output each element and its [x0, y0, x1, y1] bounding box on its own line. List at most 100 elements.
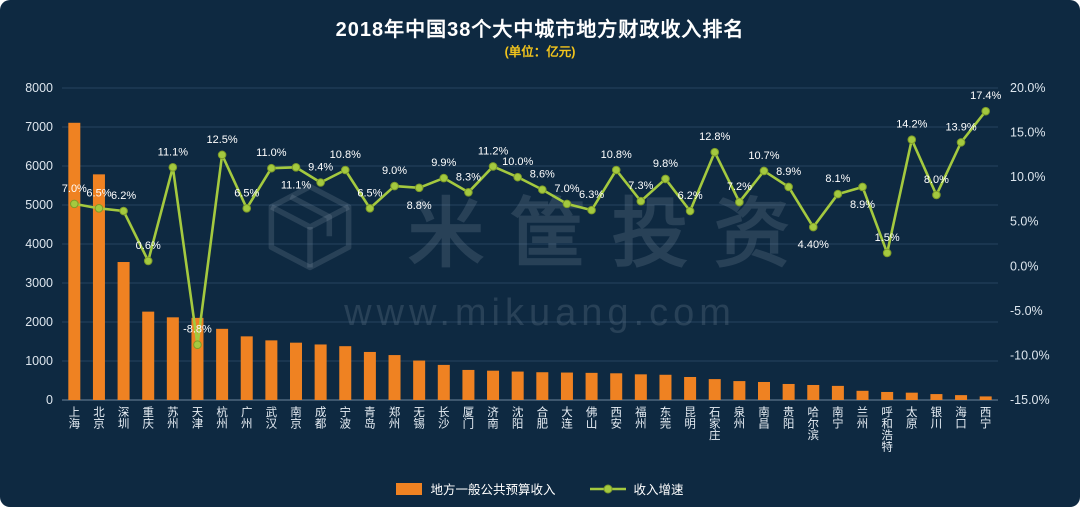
- point-label: 7.2%: [727, 181, 752, 193]
- city-label: 宁波: [340, 405, 352, 431]
- city-label: 东莞: [660, 406, 672, 431]
- point-label: 6.5%: [86, 187, 111, 199]
- point-label: 8.8%: [407, 200, 432, 212]
- bar: [659, 374, 672, 400]
- bar: [240, 336, 253, 400]
- bar: [462, 369, 475, 400]
- bar: [363, 351, 376, 400]
- point-label: 12.5%: [207, 134, 238, 146]
- city-label: 兰州: [857, 406, 869, 431]
- bar: [339, 346, 352, 400]
- line-point: [562, 199, 572, 209]
- city-label: 上海: [69, 406, 81, 431]
- line-point: [513, 172, 522, 182]
- point-label: 7.0%: [554, 183, 579, 195]
- left-axis-tick-label: 1000: [25, 354, 53, 368]
- point-label: 4.40%: [798, 239, 829, 251]
- bar: [807, 384, 820, 400]
- point-label: 6.2%: [678, 190, 703, 202]
- bar: [314, 344, 327, 400]
- line-point: [70, 199, 79, 209]
- legend-label-growth: 收入增速: [633, 483, 684, 497]
- bar: [191, 317, 204, 400]
- line-legend-swatch: [589, 484, 626, 493]
- point-label: 17.4%: [970, 90, 1001, 102]
- city-label: 长沙: [438, 406, 450, 431]
- city-label: 郑州: [389, 405, 401, 431]
- city-label: 杭州: [216, 405, 228, 431]
- bar: [487, 370, 500, 400]
- point-label: 6.2%: [111, 190, 136, 202]
- point-label: 13.9%: [945, 121, 976, 133]
- bar: [216, 328, 229, 400]
- point-label: 11.0%: [256, 147, 287, 159]
- bar: [782, 383, 795, 400]
- line-point: [784, 182, 793, 192]
- point-label: 9.4%: [308, 161, 333, 173]
- city-label: 沈阳: [512, 405, 524, 431]
- line-point: [882, 248, 892, 258]
- bar: [955, 395, 968, 400]
- city-label: 太原: [906, 406, 918, 431]
- line-point: [538, 185, 547, 194]
- line-point: [858, 182, 867, 192]
- chart-title: 2018年中国38个大中城市地方财政收入排名: [335, 19, 745, 41]
- chart-legend: 地方一般公共预算收入 收入增速: [0, 479, 1080, 498]
- bar: [166, 317, 179, 400]
- legend-label-revenue: 地方一般公共预算收入: [430, 483, 556, 497]
- bar: [142, 311, 155, 400]
- line-point: [168, 163, 178, 172]
- line-point: [981, 106, 990, 116]
- bar: [708, 379, 721, 400]
- line-point: [956, 138, 966, 147]
- point-label: 10.8%: [601, 149, 632, 161]
- bar: [388, 355, 401, 400]
- city-label: 南宁: [832, 405, 844, 431]
- city-label: 贵阳: [783, 406, 795, 431]
- left-axis-tick-label: 4000: [25, 237, 53, 251]
- bar: [905, 392, 918, 400]
- point-label: 10.0%: [502, 156, 533, 168]
- point-label: 12.8%: [699, 131, 730, 143]
- line-point: [267, 163, 276, 173]
- city-label: 天津: [192, 407, 204, 431]
- city-label: 大连: [561, 405, 573, 431]
- point-label: 11.1%: [158, 146, 189, 158]
- line-point: [242, 204, 252, 213]
- bar: [979, 396, 992, 400]
- bar: [536, 372, 549, 400]
- point-label: 9.8%: [653, 158, 678, 170]
- bar: [585, 372, 598, 400]
- bar: [610, 373, 623, 400]
- city-label: 合肥: [537, 405, 549, 431]
- legend-item-revenue: 地方一般公共预算收入: [396, 479, 556, 498]
- city-label: 西安: [610, 407, 622, 431]
- legend-item-growth: 收入增速: [589, 479, 684, 498]
- point-label: 8.9%: [776, 166, 801, 178]
- line-point: [414, 183, 424, 193]
- right-axis-tick-label: -10.0%: [1010, 348, 1050, 362]
- point-label: 10.7%: [748, 150, 779, 162]
- line-point: [808, 222, 818, 232]
- city-label: 银川: [931, 405, 943, 431]
- bar: [265, 340, 278, 400]
- left-axis-tick-label: 2000: [25, 315, 53, 329]
- line-point: [636, 196, 646, 206]
- line-point: [439, 173, 449, 183]
- bar: [92, 174, 105, 400]
- point-label: 9.0%: [382, 165, 407, 177]
- line-point: [143, 256, 153, 266]
- city-label: 海口: [955, 405, 967, 431]
- bar: [511, 371, 524, 400]
- bar-legend-swatch: [396, 482, 423, 495]
- right-axis-tick-label: 5.0%: [1010, 215, 1039, 229]
- point-label: 8.9%: [850, 199, 875, 211]
- bar: [413, 360, 426, 400]
- point-label: 1.5%: [875, 232, 900, 244]
- line-point: [291, 163, 301, 172]
- point-label: 8.6%: [530, 169, 555, 181]
- point-label: 7.0%: [62, 183, 87, 195]
- line-point: [217, 150, 227, 160]
- city-label: 北京: [93, 406, 105, 431]
